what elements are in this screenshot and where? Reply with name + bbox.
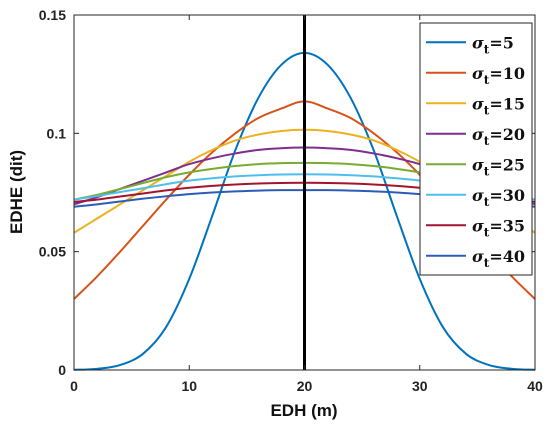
- legend-label-8: σt=40: [472, 247, 525, 270]
- x-tick-label: 20: [297, 378, 313, 394]
- legend-label-7: σt=35: [472, 216, 525, 239]
- x-tick-label: 30: [412, 378, 428, 394]
- y-tick-label: 0.1: [47, 125, 67, 141]
- x-axis: 0 10 20 30 40: [70, 15, 543, 394]
- y-axis-title: EDHE (dit): [7, 150, 26, 234]
- x-tick-label: 40: [527, 378, 543, 394]
- x-axis-title: EDH (m): [270, 401, 337, 420]
- y-tick-label: 0.15: [39, 7, 66, 23]
- x-tick-label: 10: [181, 378, 197, 394]
- legend-label-6: σt=30: [472, 186, 525, 209]
- legend-label-5: σt=25: [472, 155, 525, 178]
- legend: σt=5 σt=10 σt=15 σt=20 σt=25 σt=30 σt=35 σt=40: [419, 22, 533, 276]
- x-tick-label: 0: [70, 378, 78, 394]
- legend-box: [419, 22, 533, 276]
- legend-label-2: σt=10: [472, 64, 525, 87]
- y-tick-label: 0: [58, 362, 66, 378]
- legend-label-3: σt=15: [472, 94, 525, 117]
- legend-label-4: σt=20: [472, 125, 525, 148]
- legend-label-1: σt=5: [472, 33, 514, 56]
- y-tick-label: 0.05: [39, 244, 66, 260]
